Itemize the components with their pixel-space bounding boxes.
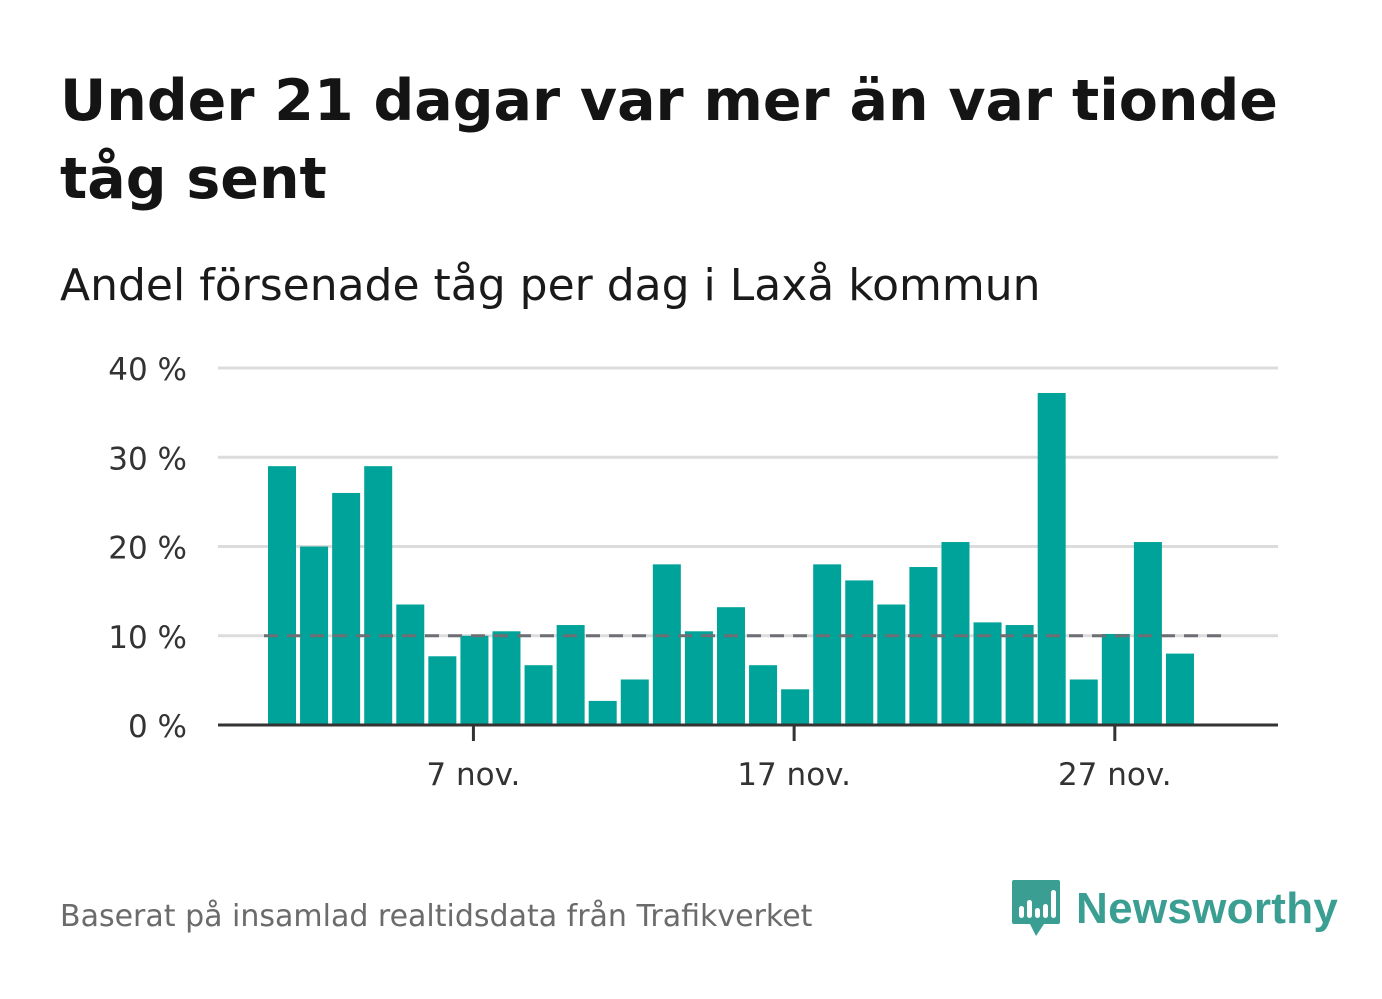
bar <box>428 656 456 725</box>
bar <box>813 564 841 725</box>
bar <box>749 665 777 725</box>
x-tick-label: 7 nov. <box>426 757 520 793</box>
bar <box>492 631 520 725</box>
bar <box>717 607 745 725</box>
bar <box>1134 542 1162 725</box>
y-tick-label: 0 % <box>128 709 187 745</box>
bar <box>1006 625 1034 725</box>
bar <box>941 542 969 725</box>
bar <box>1070 679 1098 725</box>
source-note: Baserat på insamlad realtidsdata från Tr… <box>60 897 812 937</box>
x-axis: 7 nov. 17 nov. 27 nov. <box>218 725 1278 793</box>
bar <box>909 567 937 725</box>
bar <box>525 665 553 725</box>
y-axis-ticks: 0 % 10 % 20 % 30 % 40 % <box>108 352 187 745</box>
bar-chart: 0 % 10 % 20 % 30 % 40 % 7 nov. 17 nov. 27 nov. <box>0 0 1382 860</box>
y-tick-label: 40 % <box>108 352 187 388</box>
bar <box>268 466 296 725</box>
bar <box>845 580 873 725</box>
bar <box>557 625 585 725</box>
bar <box>1102 634 1130 725</box>
bar <box>621 679 649 725</box>
brand-name: Newsworthy <box>1076 884 1338 934</box>
y-tick-label: 20 % <box>108 531 187 567</box>
bar <box>396 605 424 725</box>
x-tick-label: 27 nov. <box>1058 757 1172 793</box>
bar <box>1038 393 1066 725</box>
bar <box>653 564 681 725</box>
y-tick-label: 30 % <box>108 441 187 477</box>
x-tick-label: 17 nov. <box>737 757 851 793</box>
bars <box>268 393 1194 725</box>
bar <box>364 466 392 725</box>
y-tick-label: 10 % <box>108 620 187 656</box>
newsworthy-logo-icon <box>1010 878 1062 940</box>
bar <box>781 689 809 725</box>
bar <box>685 631 713 725</box>
bar <box>332 493 360 725</box>
bar <box>460 636 488 725</box>
brand-logo: Newsworthy <box>1010 876 1338 942</box>
bar <box>974 622 1002 725</box>
bar <box>589 701 617 725</box>
bar <box>877 605 905 725</box>
bar <box>1166 654 1194 725</box>
